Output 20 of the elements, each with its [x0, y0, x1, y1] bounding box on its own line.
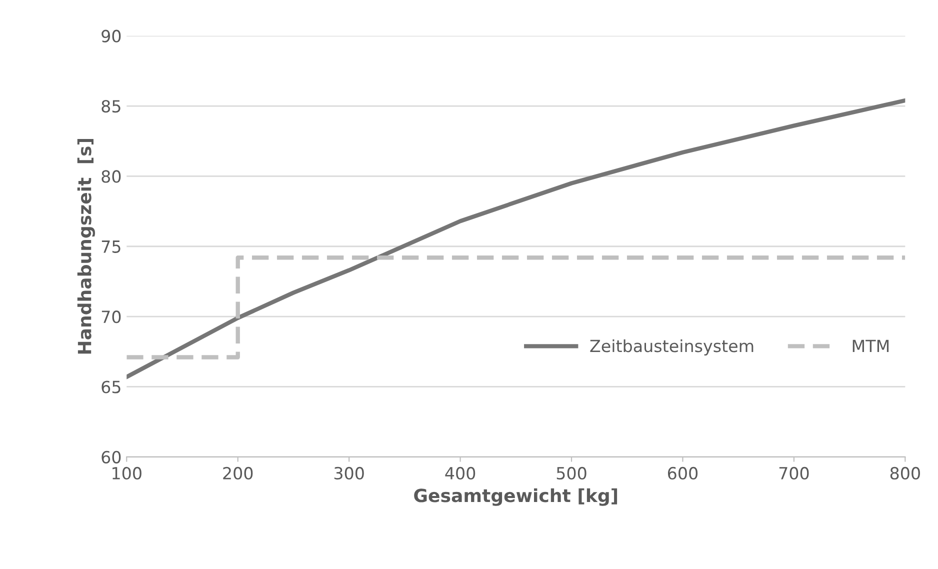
- legend-label: MTM: [852, 340, 889, 352]
- legend-label: Zeitbausteinsystem: [590, 339, 754, 356]
- y-axis-title: Handhabungszeit [s]: [77, 139, 96, 354]
- y-tick-label: 65: [102, 380, 120, 394]
- x-tick-label: 500: [556, 466, 586, 480]
- y-tick-label: 90: [102, 30, 121, 42]
- y-tick-label: 80: [102, 170, 121, 183]
- y-tick-label: 75: [102, 240, 120, 253]
- x-tick-label: 100: [112, 466, 142, 480]
- y-tick-label: 60: [102, 450, 121, 464]
- x-tick-label: 700: [779, 466, 809, 480]
- x-axis-title: Gesamtgewicht [kg]: [414, 488, 618, 506]
- x-tick-label: 400: [445, 466, 476, 480]
- y-tick-label: 70: [102, 310, 121, 324]
- y-tick-label: 85: [102, 100, 120, 113]
- x-tick-label: 600: [668, 466, 698, 480]
- x-tick-label: 800: [890, 466, 920, 480]
- x-tick-label: 200: [223, 466, 253, 480]
- line-series: [126, 98, 906, 379]
- x-tick-label: 300: [334, 466, 364, 480]
